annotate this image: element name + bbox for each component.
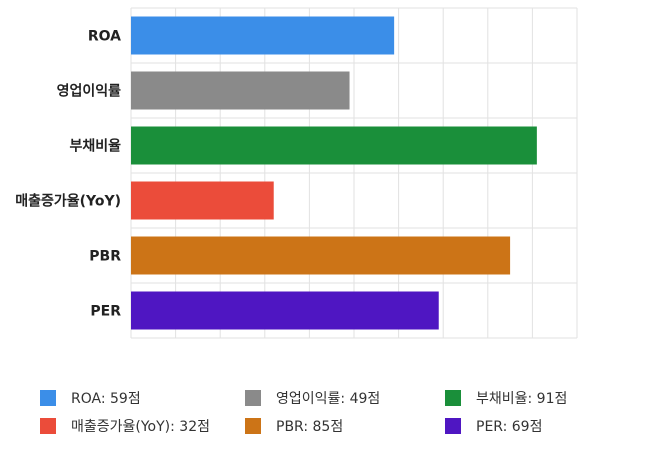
legend-label: PER: 69점: [476, 419, 543, 435]
category-label: 매출증가율(YoY): [15, 193, 121, 210]
bar-4: [131, 236, 511, 275]
legend-item: PBR: 85점: [245, 416, 445, 436]
legend-label: 부채비율: 91점: [476, 391, 568, 407]
bar-chart: ROA영업이익률부채비율매출증가율(YoY)PBRPER0점10점20점30점4…: [15, 7, 578, 339]
category-label: ROA: [88, 29, 121, 45]
legend-swatch: [40, 390, 56, 406]
bar-0: [131, 16, 395, 55]
legend-item: 영업이익률: 49점: [245, 388, 445, 408]
bar-3: [131, 181, 274, 220]
category-label: PBR: [89, 249, 121, 265]
category-label: PER: [90, 304, 121, 320]
legend-item: PER: 69점: [445, 416, 640, 436]
legend-label: ROA: 59점: [71, 391, 141, 407]
chart-plot: ROA영업이익률부채비율매출증가율(YoY)PBRPER0점10점20점30점4…: [15, 7, 578, 339]
bar-5: [131, 291, 439, 330]
legend-swatch: [445, 390, 461, 406]
legend-swatch: [245, 390, 261, 406]
legend-label: 영업이익률: 49점: [276, 391, 381, 407]
legend-label: 매출증가율(YoY): 32점: [71, 419, 210, 435]
legend-swatch: [245, 418, 261, 434]
category-label: 영업이익률: [57, 83, 122, 100]
legend-item: 부채비율: 91점: [445, 388, 640, 408]
legend-item: 매출증가율(YoY): 32점: [40, 416, 245, 436]
legend-swatch: [40, 418, 56, 434]
category-label: 부채비율: [69, 138, 121, 155]
bar-1: [131, 71, 350, 110]
legend-item: ROA: 59점: [40, 388, 245, 408]
bar-2: [131, 126, 537, 165]
legend-swatch: [445, 418, 461, 434]
legend-label: PBR: 85점: [276, 419, 344, 435]
